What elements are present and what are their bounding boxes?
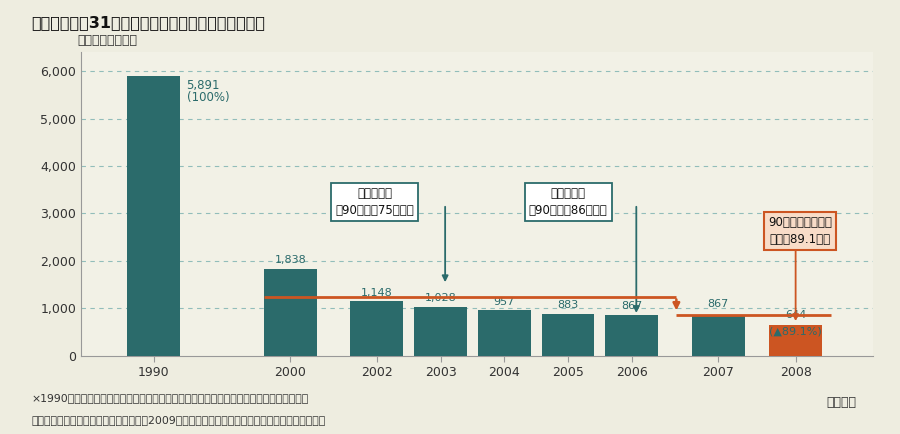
Bar [770, 326, 822, 356]
Text: 産業界全体（31業種）からの産業廃棄物最終処分量: 産業界全体（31業種）からの産業廃棄物最終処分量 [32, 15, 266, 30]
Text: (▲80.5%): (▲80.5%) [350, 304, 403, 314]
Text: (▲85.0%): (▲85.0%) [542, 317, 594, 327]
Text: （単位：万トン）: （単位：万トン） [77, 34, 138, 47]
Text: (▲85.3%): (▲85.3%) [606, 318, 658, 328]
Text: 90年度（基準年）
実績の89.1％減: 90年度（基準年） 実績の89.1％減 [769, 216, 833, 246]
Text: (▲85.3%): (▲85.3%) [692, 316, 744, 326]
Text: 資料：日本経済団体連合会自主行動計画2009年度フォローアップ調査結果「循環型社会形成編」: 資料：日本経済団体連合会自主行動計画2009年度フォローアップ調査結果「循環型社… [32, 415, 326, 425]
Bar [542, 314, 594, 356]
Text: 867: 867 [707, 299, 729, 309]
Bar [350, 301, 403, 356]
Text: (▲89.1%): (▲89.1%) [770, 326, 822, 336]
Text: (▲8.7%): (▲8.7%) [482, 313, 527, 323]
Text: 第１次目標
（90年度比75％減）: 第１次目標 （90年度比75％減） [335, 187, 414, 217]
Text: ×1990年度（基準年）の産業廃棄物最終処分量実績に対する減少率（％）を括弧内に記載: ×1990年度（基準年）の産業廃棄物最終処分量実績に対する減少率（％）を括弧内に… [32, 394, 309, 404]
Bar [128, 76, 180, 356]
Bar [414, 307, 467, 356]
Text: (100%): (100%) [186, 91, 230, 104]
Text: (▲82.6%): (▲82.6%) [414, 310, 467, 320]
Text: 1,028: 1,028 [425, 293, 456, 303]
Bar [692, 315, 744, 356]
Text: 957: 957 [494, 297, 515, 307]
Text: (▲68.8%): (▲68.8%) [264, 272, 317, 282]
Text: 第２次目標
（90年度比86％減）: 第２次目標 （90年度比86％減） [528, 187, 608, 217]
Bar [264, 269, 317, 356]
Text: 1,148: 1,148 [361, 288, 392, 298]
Text: 5,891: 5,891 [186, 79, 220, 92]
Text: 1,838: 1,838 [274, 255, 306, 265]
Text: 644: 644 [785, 309, 806, 319]
Bar [478, 310, 531, 356]
Bar [606, 315, 658, 356]
Text: 867: 867 [621, 301, 643, 311]
Text: （年度）: （年度） [826, 396, 857, 409]
Text: 883: 883 [557, 300, 579, 310]
